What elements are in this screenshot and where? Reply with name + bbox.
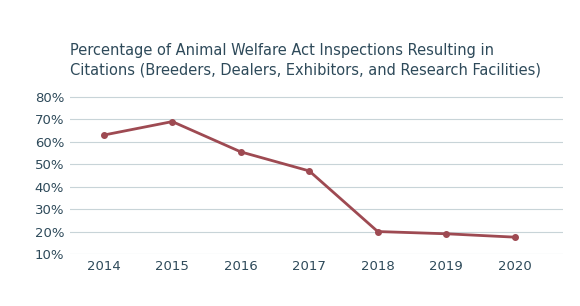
Text: Percentage of Animal Welfare Act Inspections Resulting in
Citations (Breeders, D: Percentage of Animal Welfare Act Inspect… — [70, 43, 541, 77]
